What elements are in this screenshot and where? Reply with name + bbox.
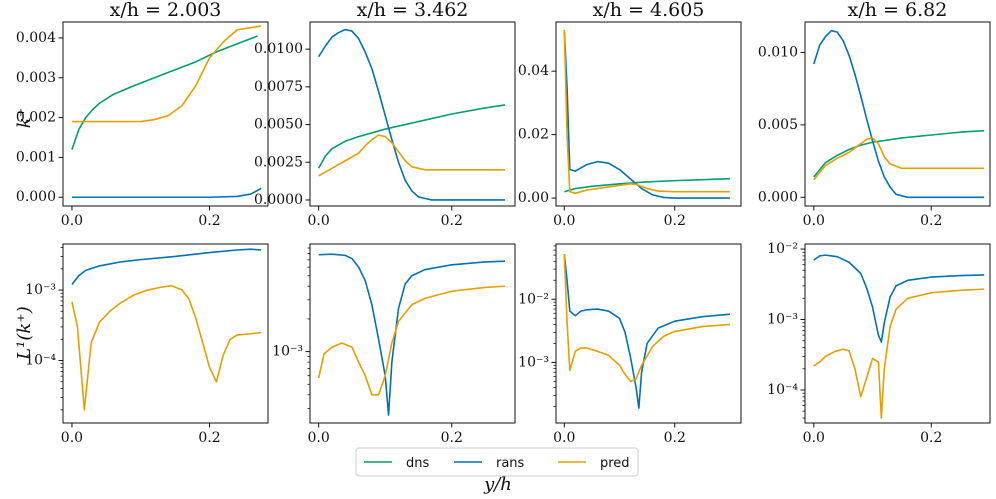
ytick-label-r0c3-2: 0.010	[758, 44, 798, 60]
ytick-label-r1c3-2: 10⁻²	[767, 241, 798, 257]
axes-frame-r1c2	[555, 243, 742, 424]
xtick-label-r1c2-0: 0.0	[553, 430, 575, 446]
series-line-rans-r0c2	[563, 29, 730, 199]
ytick-label-r1c2-0: 10⁻³	[518, 354, 549, 370]
series-line-dns-r0c1	[317, 104, 506, 169]
xtick-label-r1c3-0: 0.0	[803, 430, 825, 446]
axes-frame-r0c1	[309, 21, 516, 207]
series-line-rans-r0c0	[71, 187, 262, 199]
axes-frame-r1c1	[309, 243, 516, 424]
ytick-label-r0c2-2: 0.04	[518, 63, 549, 79]
axes-frame-r1c0	[62, 243, 269, 424]
legend: dns rans pred	[355, 447, 639, 477]
ytick-label-r1c0-1: 10⁻³	[25, 282, 56, 298]
axes-frame-r0c2	[555, 21, 742, 207]
ytick-label-r0c3-0: 0.000	[758, 189, 798, 205]
xtick-label-r1c1-0: 0.0	[308, 430, 330, 446]
series-line-pred-r1c1	[317, 285, 506, 396]
series-line-dns-r0c0	[71, 35, 258, 150]
panels: 0.000 0.001 0.002 0.003 0.004 0.0 0.2 x/h = 2.0…	[16, 0, 991, 446]
ytick-label-r1c3-1: 10⁻³	[767, 312, 798, 328]
ytick-label-r1c1-0: 10⁻³	[272, 344, 303, 360]
series-line-pred-r1c0	[71, 284, 262, 411]
xtick-label-r0c0-1: 0.2	[198, 213, 220, 229]
xtick-label-r0c1-0: 0.0	[308, 213, 330, 229]
series-line-dns-r0c3	[813, 129, 985, 178]
panel-r1c1: 10⁻³ 0.0 0.2	[272, 243, 516, 446]
legend-label-rans: rans	[496, 456, 525, 471]
series-line-rans-r0c3	[813, 29, 985, 199]
series-line-pred-r0c0	[71, 25, 262, 123]
legend-frame	[355, 447, 639, 477]
ytick-label-r1c3-0: 10⁻⁴	[767, 382, 798, 398]
xtick-label-r0c2-0: 0.0	[553, 213, 575, 229]
xtick-label-r1c2-1: 0.2	[664, 430, 686, 446]
panel-r1c0: 10⁻⁴ 10⁻³ 0.0 0.2	[25, 243, 269, 446]
ytick-label-r0c1-3: 0.0075	[254, 79, 303, 95]
series-line-pred-r0c2	[563, 29, 730, 195]
row0-ylabel: k⁺	[14, 108, 35, 128]
xlabel: y/h	[483, 474, 512, 495]
ytick-label-r0c2-1: 0.02	[518, 127, 549, 143]
axes-frame-r1c3	[804, 243, 991, 424]
series-line-rans-r1c0	[71, 248, 262, 285]
xtick-label-r1c0-0: 0.0	[61, 430, 83, 446]
panel-title-r0c1: x/h = 3.462	[357, 0, 469, 21]
ytick-label-r0c2-0: 0.00	[518, 190, 549, 206]
series-line-pred-r1c2	[563, 254, 731, 383]
ytick-label-r1c2-1: 10⁻²	[518, 291, 549, 307]
ytick-label-r0c1-4: 0.0100	[254, 41, 303, 57]
panel-r1c3: 10⁻⁴ 10⁻³ 10⁻² 0.0 0.2	[767, 241, 991, 446]
xtick-label-r1c1-1: 0.2	[441, 430, 463, 446]
series-line-rans-r1c3	[813, 254, 985, 343]
panel-r0c2: 0.00 0.02 0.04 0.0 0.2 x/h = 4.605	[518, 0, 742, 229]
panel-title-r0c2: x/h = 4.605	[593, 0, 705, 21]
xtick-label-r0c2-1: 0.2	[664, 213, 686, 229]
legend-label-dns: dns	[406, 456, 429, 471]
series-line-rans-r1c1	[318, 253, 506, 416]
panel-title-r0c0: x/h = 2.003	[110, 0, 222, 21]
ytick-label-r1c0-0: 10⁻⁴	[25, 353, 56, 369]
series-line-pred-r0c3	[813, 137, 985, 181]
xtick-label-r0c0-0: 0.0	[61, 213, 83, 229]
ytick-label-r0c0-4: 0.004	[16, 30, 56, 46]
xtick-label-r0c3-1: 0.2	[920, 213, 942, 229]
panel-r1c2: 10⁻³ 10⁻² 0.0 0.2	[518, 243, 742, 446]
ytick-label-r0c0-2: 0.002	[16, 110, 56, 126]
xtick-label-r1c0-1: 0.2	[198, 430, 220, 446]
ytick-label-r0c1-1: 0.0025	[254, 154, 303, 170]
ytick-label-r0c0-1: 0.001	[16, 149, 56, 165]
axes-frame-r0c3	[804, 21, 991, 207]
series-line-pred-r0c1	[318, 134, 506, 177]
series-line-rans-r1c2	[563, 253, 731, 409]
series-line-pred-r1c3	[813, 288, 985, 419]
ytick-label-r0c0-0: 0.000	[16, 189, 56, 205]
xtick-label-r0c1-1: 0.2	[441, 213, 463, 229]
xtick-label-r1c3-1: 0.2	[920, 430, 942, 446]
panel-title-r0c3: x/h = 6.82	[848, 0, 948, 21]
panel-r0c3: 0.000 0.005 0.010 0.0 0.2 x/h = 6.82	[758, 0, 991, 229]
legend-label-pred: pred	[600, 456, 630, 471]
axes-frame-r0c0	[62, 21, 269, 207]
xtick-label-r0c3-0: 0.0	[803, 213, 825, 229]
ytick-label-r0c3-1: 0.005	[758, 117, 798, 133]
panel-r0c1: 0.0000 0.0025 0.0050 0.0075 0.0100 0.0 0.2 x/h …	[254, 0, 516, 229]
ytick-label-r0c0-3: 0.003	[16, 70, 56, 86]
series-line-rans-r0c1	[317, 28, 506, 201]
ytick-label-r0c1-0: 0.0000	[254, 192, 303, 208]
ytick-label-r0c1-2: 0.0050	[254, 117, 303, 133]
row1-ylabel: L¹(k⁺)	[14, 306, 35, 361]
series-line-dns-r0c2	[564, 177, 730, 193]
panel-r0c0: 0.000 0.001 0.002 0.003 0.004 0.0 0.2 x/h = 2.0…	[16, 0, 269, 229]
